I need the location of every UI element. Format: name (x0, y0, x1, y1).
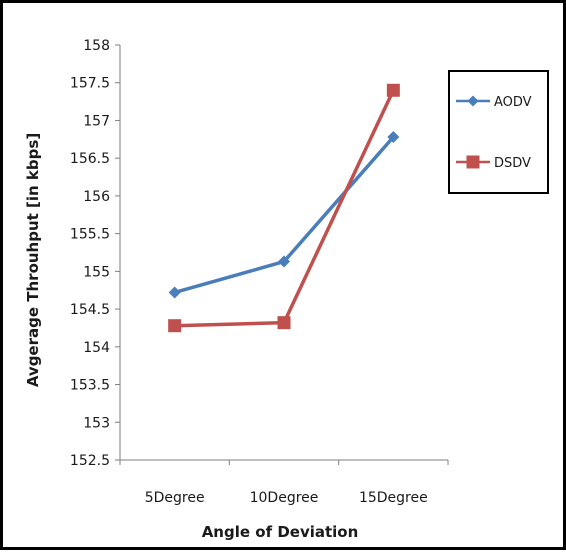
y-tick-label: 152.5 (70, 453, 110, 469)
data-point-aodv (278, 255, 290, 268)
series-layer (168, 83, 400, 333)
y-tick-label: 155.5 (70, 227, 110, 243)
data-point-aodv (168, 286, 181, 299)
data-point-dsdv (386, 83, 400, 97)
data-point-dsdv (168, 319, 182, 333)
y-tick-label: 154.5 (70, 302, 110, 318)
y-axis-ticks: 152.5 153 153.5 154 154.5 155 155.5 156 156.5 157… (70, 38, 120, 469)
x-tick-label: 5Degree (145, 490, 205, 506)
y-tick-label: 158 (83, 38, 110, 54)
y-tick-label: 155 (83, 264, 110, 280)
legend-marker-dsdv (466, 155, 480, 169)
legend-label-dsdv: DSDV (494, 156, 531, 171)
y-tick-label: 157.5 (70, 76, 110, 92)
x-axis-title: Angle of Deviation (202, 523, 359, 541)
series-dsdv (168, 83, 400, 333)
legend: AODV DSDV (448, 70, 549, 194)
y-tick-label: 156.5 (70, 151, 110, 167)
series-aodv (168, 131, 400, 299)
y-tick-label: 153 (83, 415, 110, 431)
y-axis-title: Avgerage Throuhput [in kbps] (24, 133, 42, 387)
legend-box (448, 70, 549, 194)
legend-label-aodv: AODV (494, 95, 532, 110)
y-tick-label: 153.5 (70, 378, 110, 394)
legend-marker-aodv (467, 95, 479, 107)
data-point-aodv (387, 131, 400, 144)
y-tick-label: 157 (83, 113, 110, 129)
x-axis-ticks: 5Degree 10Degree 15Degree (119, 460, 449, 506)
y-tick-label: 156 (83, 189, 110, 205)
data-point-dsdv (277, 316, 291, 330)
x-tick-label: 15Degree (359, 490, 428, 506)
x-tick-label: 10Degree (250, 490, 319, 506)
y-tick-label: 154 (83, 340, 110, 356)
